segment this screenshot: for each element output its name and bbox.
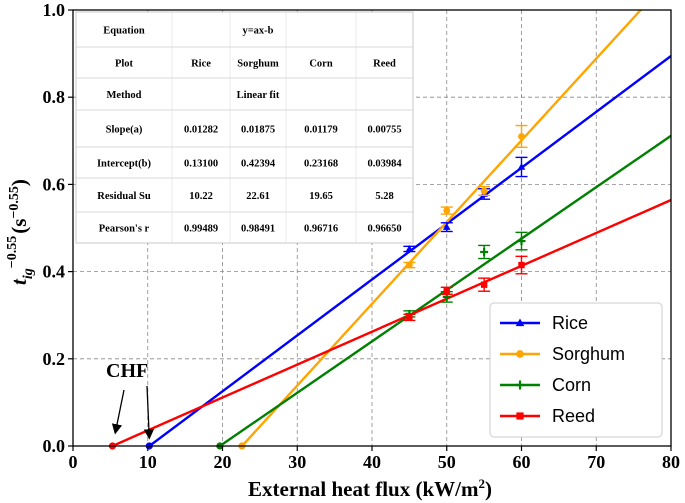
chf-annotation: CHF [106,360,155,440]
data-point-corn-3 [517,237,526,246]
table-cell-5-4: 5.28 [375,191,393,202]
table-cell-3-1: 0.01282 [184,125,218,136]
table-cell-3-3: 0.01179 [304,125,338,136]
legend-label-sorghum: Sorghum [552,344,625,364]
chf-arrow-rice [143,385,155,440]
x-tick-label-60: 60 [513,452,531,472]
legend-box [489,302,663,438]
legend-marker-sorghum [516,350,524,358]
table-cell-4-4: 0.03984 [367,159,402,170]
table-background [75,11,414,244]
table-cell-1-1: Rice [191,59,211,70]
table-cell-5-1: 10.22 [189,191,213,202]
table-cell-5-3: 19.65 [309,191,333,202]
ticks: 0 10 20 30 40 50 60 70 80 0.0 0.2 0.4 0.6 0.8 1.0 [43,0,681,472]
fit-line-reed [111,198,671,446]
legend-marker-reed [516,412,524,420]
chf-label: CHF [106,360,148,382]
data-point-corn-2 [480,247,489,256]
y-tick-label-1: 1.0 [43,0,66,20]
stats-table: Equation y=ax-b Plot Rice Sorghum Corn Reed Met… [75,11,414,244]
fit-line-sorghum [241,10,643,446]
legend: Rice Sorghum Corn Reed [489,302,663,438]
y-tick-label-0-4: 0.4 [43,262,66,282]
table-cell-1-3: Corn [309,59,332,70]
y-tick-label-0: 0.0 [43,436,66,456]
table-cell-1-4: Reed [373,59,396,70]
data-point-rice-0 [405,244,414,252]
table-cell-6-2: 0.98491 [241,224,275,235]
data-point-reed-2 [480,281,488,288]
table-cell-3-0: Slope(a) [106,125,143,136]
x-tick-label-70: 70 [587,452,605,472]
data-point-sorghum-0 [405,261,413,269]
x-tick-label-50: 50 [438,452,456,472]
legend-marker-corn [515,380,525,390]
x-axis-title: External heat flux (kW/m2) [248,476,492,501]
table-cell-6-1: 0.99489 [184,224,218,235]
table-cell-6-4: 0.96650 [367,224,401,235]
legend-label-rice: Rice [552,313,588,333]
data-marks [108,124,528,450]
legend-label-reed: Reed [552,406,595,426]
chf-arrow-reed [111,389,125,435]
y-axis-title: tig−0.55(s−0.55) [5,179,36,285]
table-cell-0-2: y=ax-b [242,26,273,37]
table-cell-1-0: Plot [115,59,134,70]
table-cell-1-2: Sorghum [237,59,279,70]
data-point-rice-1 [442,223,451,230]
data-point-reed-3 [518,261,525,269]
table-cell-4-2: 0.42394 [241,159,276,170]
legend-label-corn: Corn [552,375,591,395]
x-tick-label-10: 10 [139,452,157,472]
table-cell-2-0: Method [107,90,142,101]
table-cell-5-2: 22.61 [246,191,270,202]
table-cell-4-3: 0.23168 [304,159,338,170]
table-cell-3-2: 0.01875 [241,125,275,136]
x-tick-label-0: 0 [69,452,78,472]
data-point-sorghum-1 [443,207,451,214]
x-tick-label-30: 30 [288,452,306,472]
y-tick-label-0-8: 0.8 [43,87,66,107]
table-cell-4-0: Intercept(b) [97,159,152,170]
legend-marker-rice [515,318,525,327]
table-cell-3-4: 0.00755 [367,125,401,136]
table-cell-6-3: 0.96716 [304,224,338,235]
data-point-sorghum-3 [518,133,525,140]
table-cell-0-0: Equation [103,26,145,37]
table-cell-5-0: Residual Su [97,191,151,202]
table-cell-4-1: 0.13100 [184,159,218,170]
data-point-reed-0 [406,314,413,321]
y-tick-label-0-2: 0.2 [43,349,66,369]
data-point-reed-1 [443,287,450,294]
x-tick-label-80: 80 [662,452,680,472]
x-tick-label-20: 20 [214,452,232,472]
table-cell-2-2: Linear fit [237,90,280,101]
data-point-sorghum-2 [480,187,488,195]
data-point-rice-3 [517,162,526,170]
x-tick-label-40: 40 [363,452,381,472]
table-cell-6-0: Pearson's r [99,224,150,235]
y-tick-label-0-6: 0.6 [43,174,66,194]
